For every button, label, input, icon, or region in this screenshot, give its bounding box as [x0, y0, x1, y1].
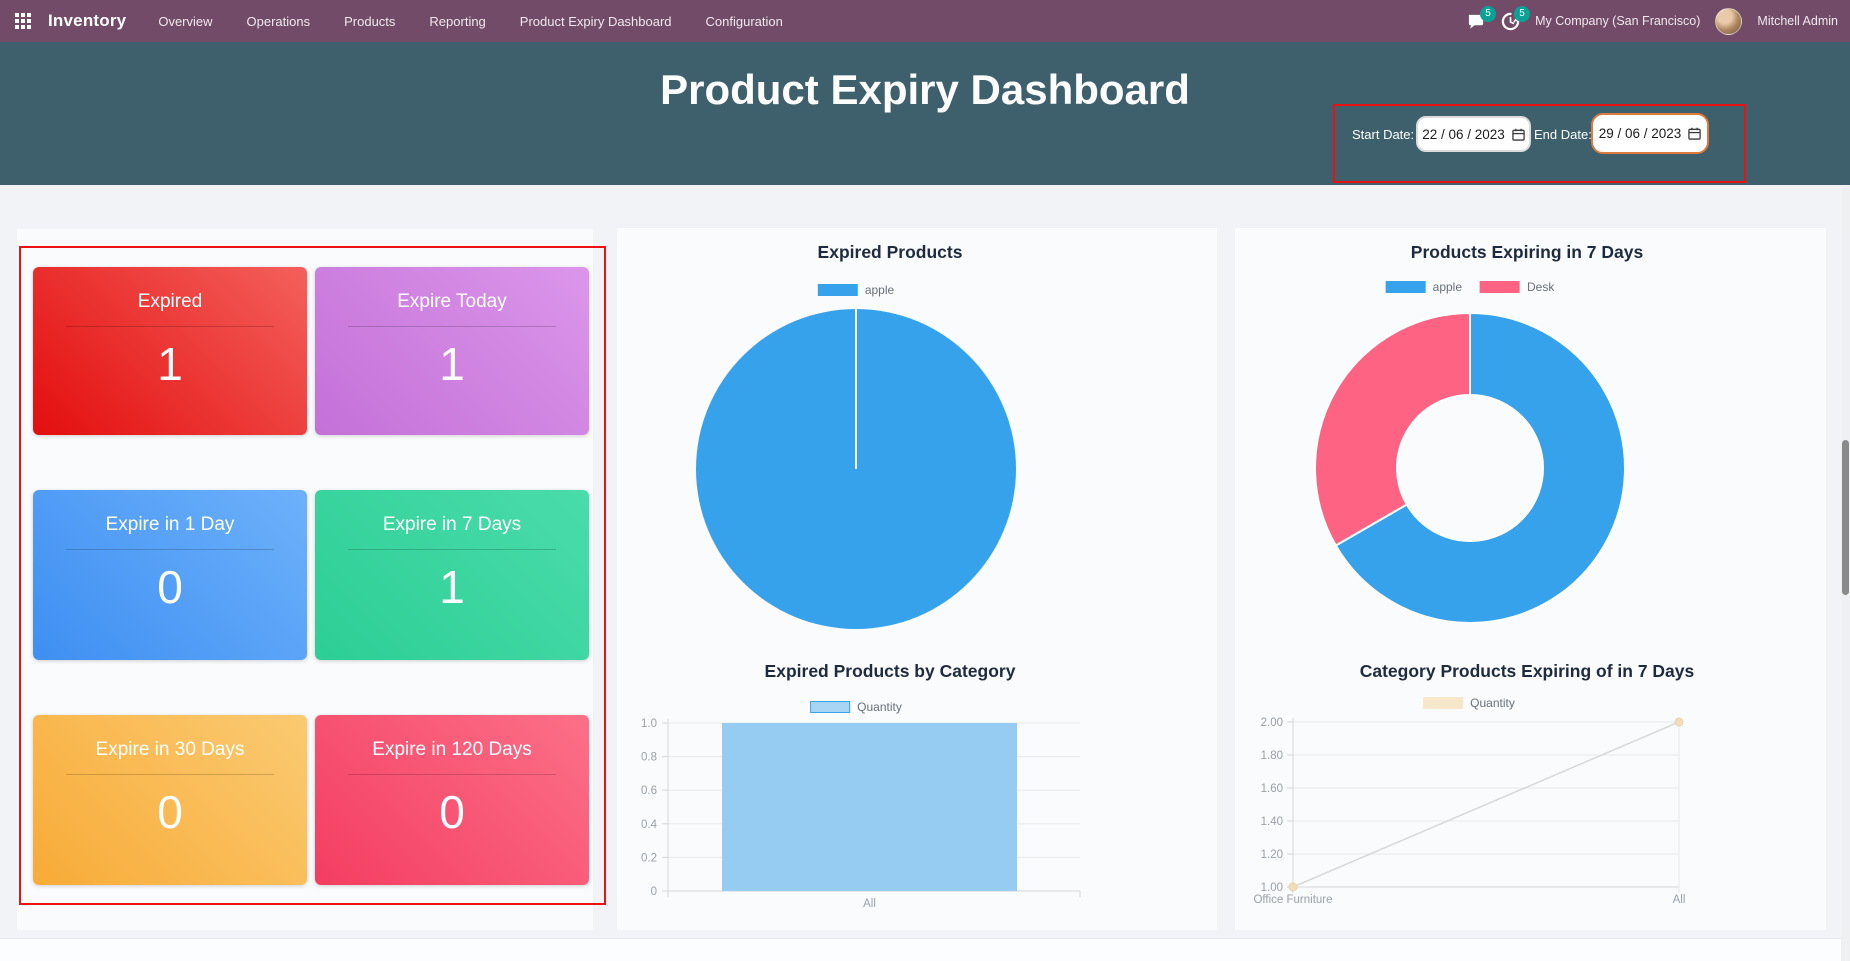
tile-divider: [65, 774, 275, 775]
legend-expiring-7-days: apple Desk: [1385, 280, 1554, 294]
menu-reporting[interactable]: Reporting: [429, 13, 486, 29]
start-date-input[interactable]: 22 / 06 / 2023: [1416, 116, 1531, 152]
start-date-value: 22 / 06 / 2023: [1422, 126, 1505, 142]
legend-item-quantity[interactable]: Quantity: [810, 700, 902, 714]
tile-label: Expire in 30 Days: [95, 739, 245, 760]
tile-value: 0: [157, 786, 183, 838]
legend-swatch: [817, 284, 858, 296]
tile-divider: [347, 774, 557, 775]
tile-value: 1: [439, 561, 465, 613]
legend-label: Desk: [1527, 280, 1555, 294]
tile-expire-in-7-days[interactable]: Expire in 7 Days 1: [315, 490, 589, 660]
chart-title-category-expiring-7-days: Category Products Expiring of in 7 Days: [1359, 661, 1695, 681]
user-name[interactable]: Mitchell Admin: [1757, 14, 1838, 28]
tile-expire-in-120-days[interactable]: Expire in 120 Days 0: [315, 715, 589, 885]
tile-label: Expire in 120 Days: [372, 739, 532, 760]
tile-value: 0: [157, 561, 183, 613]
calendar-icon[interactable]: [1512, 128, 1525, 141]
tile-label: Expired: [137, 291, 203, 312]
legend-label: apple: [1432, 280, 1463, 294]
menu-configuration[interactable]: Configuration: [705, 13, 783, 29]
activities-button[interactable]: 5: [1501, 5, 1531, 31]
apps-grid-icon[interactable]: [14, 12, 32, 30]
tile-expire-today[interactable]: Expire Today 1: [315, 267, 589, 435]
menu-overview[interactable]: Overview: [158, 13, 213, 29]
legend-swatch: [1423, 697, 1464, 709]
menu-product-expiry-dashboard[interactable]: Product Expiry Dashboard: [519, 13, 672, 29]
end-date-input[interactable]: 29 / 06 / 2023: [1591, 113, 1709, 154]
bottom-strip: [0, 938, 1850, 961]
expiring-7-days-card: [1235, 228, 1826, 930]
expired-products-card: [617, 228, 1217, 930]
tile-divider: [347, 326, 557, 327]
start-date-label: Start Date:: [1352, 127, 1415, 142]
legend-swatch: [1480, 281, 1521, 293]
end-date-label: End Date:: [1534, 127, 1592, 142]
legend-expired-products: apple: [817, 283, 895, 297]
legend-swatch: [810, 701, 851, 713]
legend-swatch: [1385, 281, 1426, 293]
messages-button[interactable]: 5: [1467, 5, 1497, 31]
legend-label: Quantity: [857, 700, 902, 714]
tile-divider: [65, 549, 275, 550]
menu-operations[interactable]: Operations: [246, 13, 311, 29]
legend-label: Quantity: [1470, 696, 1515, 710]
tile-value: 1: [157, 338, 183, 390]
tile-expired[interactable]: Expired 1: [33, 267, 307, 435]
tile-label: Expire in 1 Day: [105, 514, 235, 535]
tile-expire-in-1-day[interactable]: Expire in 1 Day 0: [33, 490, 307, 660]
dashboard-header: Product Expiry Dashboard Start Date: 22 …: [0, 42, 1850, 185]
chart-title-expiring-7-days: Products Expiring in 7 Days: [1410, 242, 1644, 262]
tile-label: Expire Today: [397, 291, 507, 312]
main-menu: Overview Operations Products Reporting P…: [158, 14, 783, 29]
tile-divider: [347, 549, 557, 550]
tile-expire-in-30-days[interactable]: Expire in 30 Days 0: [33, 715, 307, 885]
activities-badge: 5: [1514, 5, 1531, 22]
legend-item-apple[interactable]: apple: [817, 283, 895, 297]
tile-value: 1: [439, 338, 465, 390]
company-switcher[interactable]: My Company (San Francisco): [1535, 14, 1701, 28]
legend-expired-by-category: Quantity: [810, 700, 902, 714]
chart-title-expired-products: Expired Products: [817, 242, 963, 262]
tile-value: 0: [439, 786, 465, 838]
tile-divider: [65, 326, 275, 327]
legend-label: apple: [864, 283, 895, 297]
legend-item-desk[interactable]: Desk: [1480, 280, 1554, 294]
calendar-icon[interactable]: [1688, 127, 1702, 140]
top-navbar: Inventory Overview Operations Products R…: [0, 0, 1850, 42]
scrollbar-thumb[interactable]: [1842, 440, 1849, 595]
tile-label: Expire in 7 Days: [382, 514, 522, 535]
page-title: Product Expiry Dashboard: [660, 66, 1190, 113]
app-name[interactable]: Inventory: [48, 11, 127, 30]
legend-item-apple[interactable]: apple: [1385, 280, 1463, 294]
menu-products[interactable]: Products: [344, 13, 396, 29]
legend-category-expiring-7-days: Quantity: [1423, 696, 1515, 710]
messages-badge: 5: [1480, 5, 1497, 22]
chat-bubble-icon: [1468, 14, 1484, 29]
legend-item-quantity[interactable]: Quantity: [1423, 696, 1515, 710]
user-avatar[interactable]: [1715, 7, 1743, 35]
end-date-value: 29 / 06 / 2023: [1598, 126, 1682, 141]
chart-title-expired-by-category: Expired Products by Category: [764, 661, 1016, 681]
